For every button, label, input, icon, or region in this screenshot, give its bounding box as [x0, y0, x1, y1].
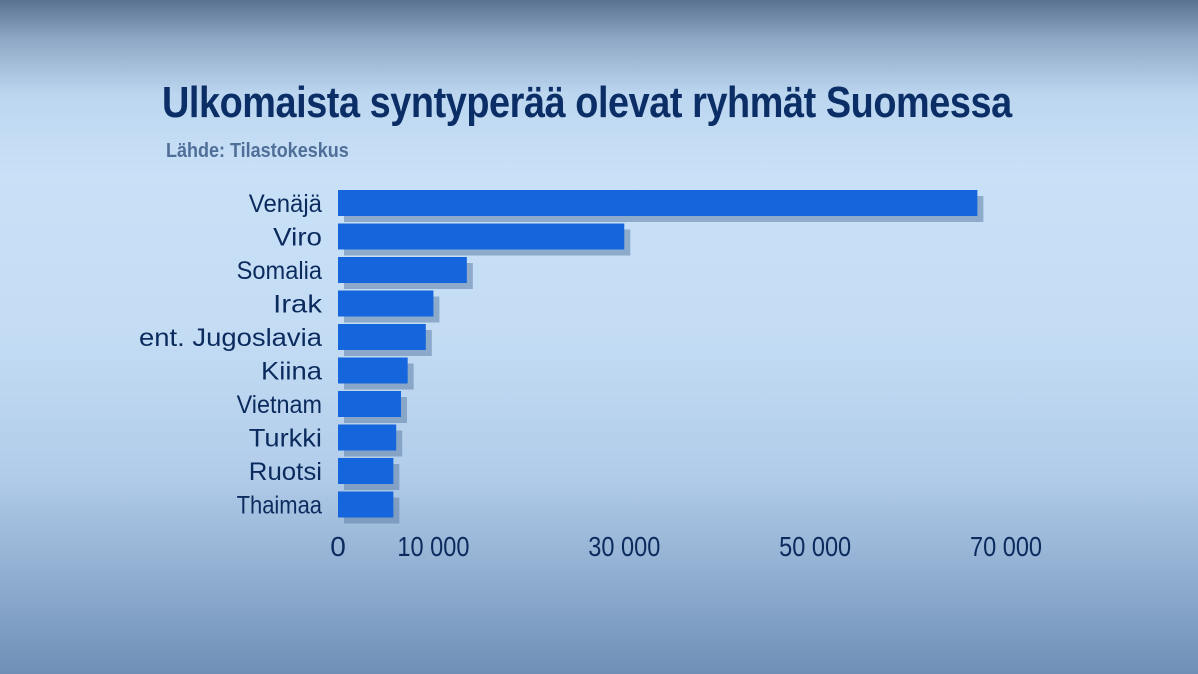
bar-kiina [338, 357, 408, 384]
bar-turkki [338, 424, 397, 451]
chart-title: Ulkomaista syntyperää olevat ryhmät Suom… [162, 78, 1012, 127]
bar-ruotsi [338, 458, 394, 484]
category-label-thaimaa: Thaimaa [237, 492, 322, 520]
bar-thaimaa [338, 491, 394, 518]
bar-somalia [338, 257, 467, 283]
bar-ent-jugoslavia [338, 324, 426, 350]
category-label-venäjä: Venäjä [249, 190, 322, 218]
x-tick-label-30000: 30 000 [588, 531, 660, 562]
x-tick-label-0: 0 [330, 531, 346, 562]
x-tick-labels: 0 10 000 30 000 50 000 70 000 [330, 531, 1042, 562]
bar-irak [338, 290, 434, 317]
category-label-somalia: Somalia [237, 257, 322, 285]
x-tick-label-70000: 70 000 [970, 531, 1042, 562]
category-label-ruotsi: Ruotsi [249, 458, 322, 486]
category-label-turkki: Turkki [249, 425, 322, 453]
bar-viro [338, 223, 625, 250]
x-tick-label-50000: 50 000 [779, 531, 851, 562]
category-label-irak: Irak [273, 291, 322, 319]
bars [338, 190, 978, 518]
bar-vietnam [338, 391, 401, 417]
category-labels: Venäjä Viro Somalia Irak ent. Jugoslavia Kiin… [139, 190, 323, 520]
x-tick-label-10000: 10 000 [397, 531, 469, 562]
chart-source: Lähde: Tilastokeskus [166, 140, 349, 162]
bar-venäjä [338, 190, 978, 216]
category-label-viro: Viro [273, 224, 322, 252]
category-label-ent-jugoslavia: ent. Jugoslavia [139, 324, 322, 352]
category-label-kiina: Kiina [261, 358, 322, 386]
category-label-vietnam: Vietnam [237, 391, 322, 419]
